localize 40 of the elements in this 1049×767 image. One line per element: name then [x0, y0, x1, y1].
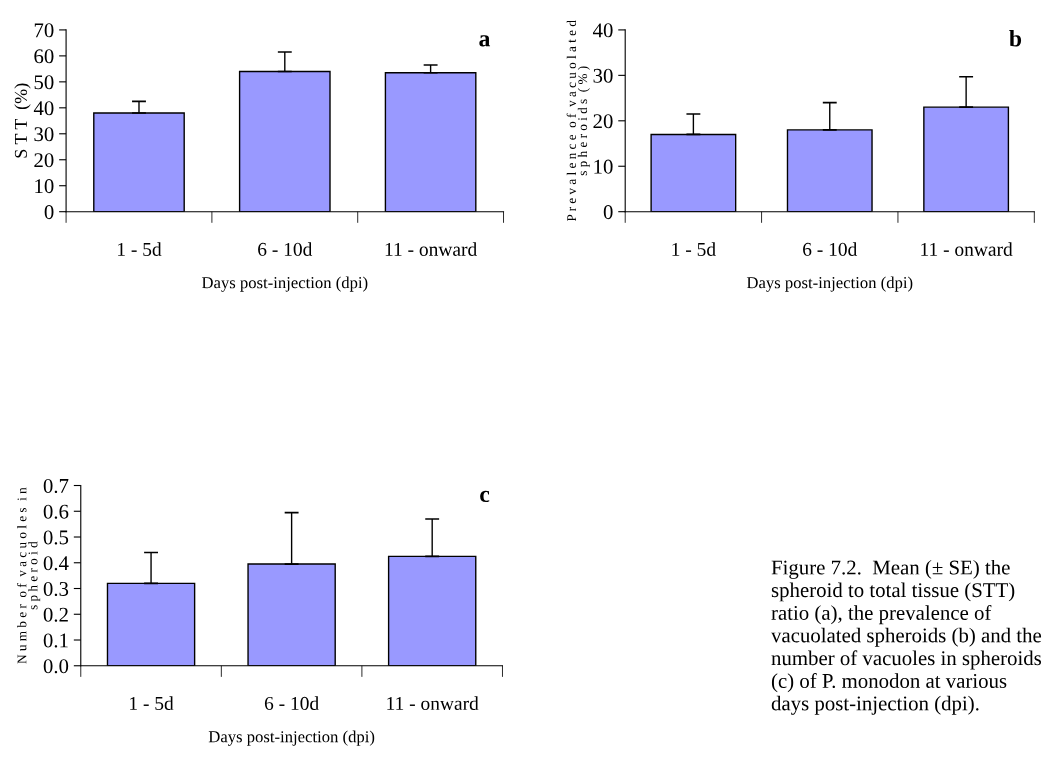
- y-tick-label: 0.0: [43, 659, 69, 674]
- y-tick-label: 0.4: [43, 556, 69, 571]
- y-tick-label: 40: [592, 23, 613, 38]
- x-tick-label: 11 - onward: [921, 242, 1013, 256]
- x-axis-title: Days post-injection (dpi): [208, 730, 375, 746]
- x-tick-label: 1 - 5d: [672, 242, 716, 256]
- y-tick-label: 0.7: [43, 478, 69, 494]
- y-axis-title: N u m b e r o f v a c u o l e s i n s p h e r o i d: [17, 487, 41, 664]
- chart-title: c: [480, 490, 490, 503]
- y-tick-label: 20: [34, 153, 54, 168]
- chart-title: a: [479, 35, 491, 47]
- x-axis-title: Days post-injection (dpi): [746, 276, 913, 292]
- x-tick-label: 6 - 10d: [258, 242, 313, 256]
- y-axis-title: S T T (%): [14, 83, 31, 158]
- caption: Figure 7.2. Mean (± SE) the spheroid to total tissue (STT) ratio (a), the prevalence of vacuolated spheroids (b) and the number of vacuoles in spheroids (c) of P. monodon at various days post-injection (dpi).: [771, 559, 1042, 715]
- y-axis-title: P r e v a l e n c e o f v a c u o l a t e d s p h e r o i d s ( % ): [566, 20, 590, 222]
- y-tick-label: 10: [594, 159, 613, 174]
- x-tick-label: 11 - onward: [387, 696, 479, 710]
- y-tick-label: 0: [603, 205, 613, 220]
- y-tick-label: 0.5: [43, 530, 69, 545]
- y-tick-label: 40: [33, 101, 54, 116]
- y-tick-label: 10: [35, 179, 54, 194]
- x-axis-title: Days post-injection (dpi): [201, 276, 368, 292]
- y-tick-label: 20: [593, 114, 613, 129]
- y-tick-label: 30: [34, 127, 54, 142]
- y-tick-label: 70: [34, 23, 54, 38]
- x-tick-label: 11 - onward: [385, 242, 477, 256]
- y-tick-label: 0.3: [43, 581, 69, 597]
- x-tick-label: 1 - 5d: [130, 696, 174, 710]
- y-tick-label: 0: [44, 205, 54, 220]
- chart-title: b: [1009, 29, 1022, 47]
- x-tick-label: 6 - 10d: [264, 696, 319, 710]
- y-tick-label: 0.2: [43, 607, 68, 622]
- y-tick-label: 60: [34, 49, 54, 64]
- y-tick-label: 50: [34, 75, 54, 90]
- y-tick-label: 0.6: [43, 504, 69, 519]
- x-tick-label: 6 - 10d: [803, 242, 858, 256]
- y-tick-label: 30: [593, 68, 613, 83]
- y-tick-label: 0.1: [43, 633, 68, 648]
- x-tick-label: 1 - 5d: [118, 242, 162, 256]
